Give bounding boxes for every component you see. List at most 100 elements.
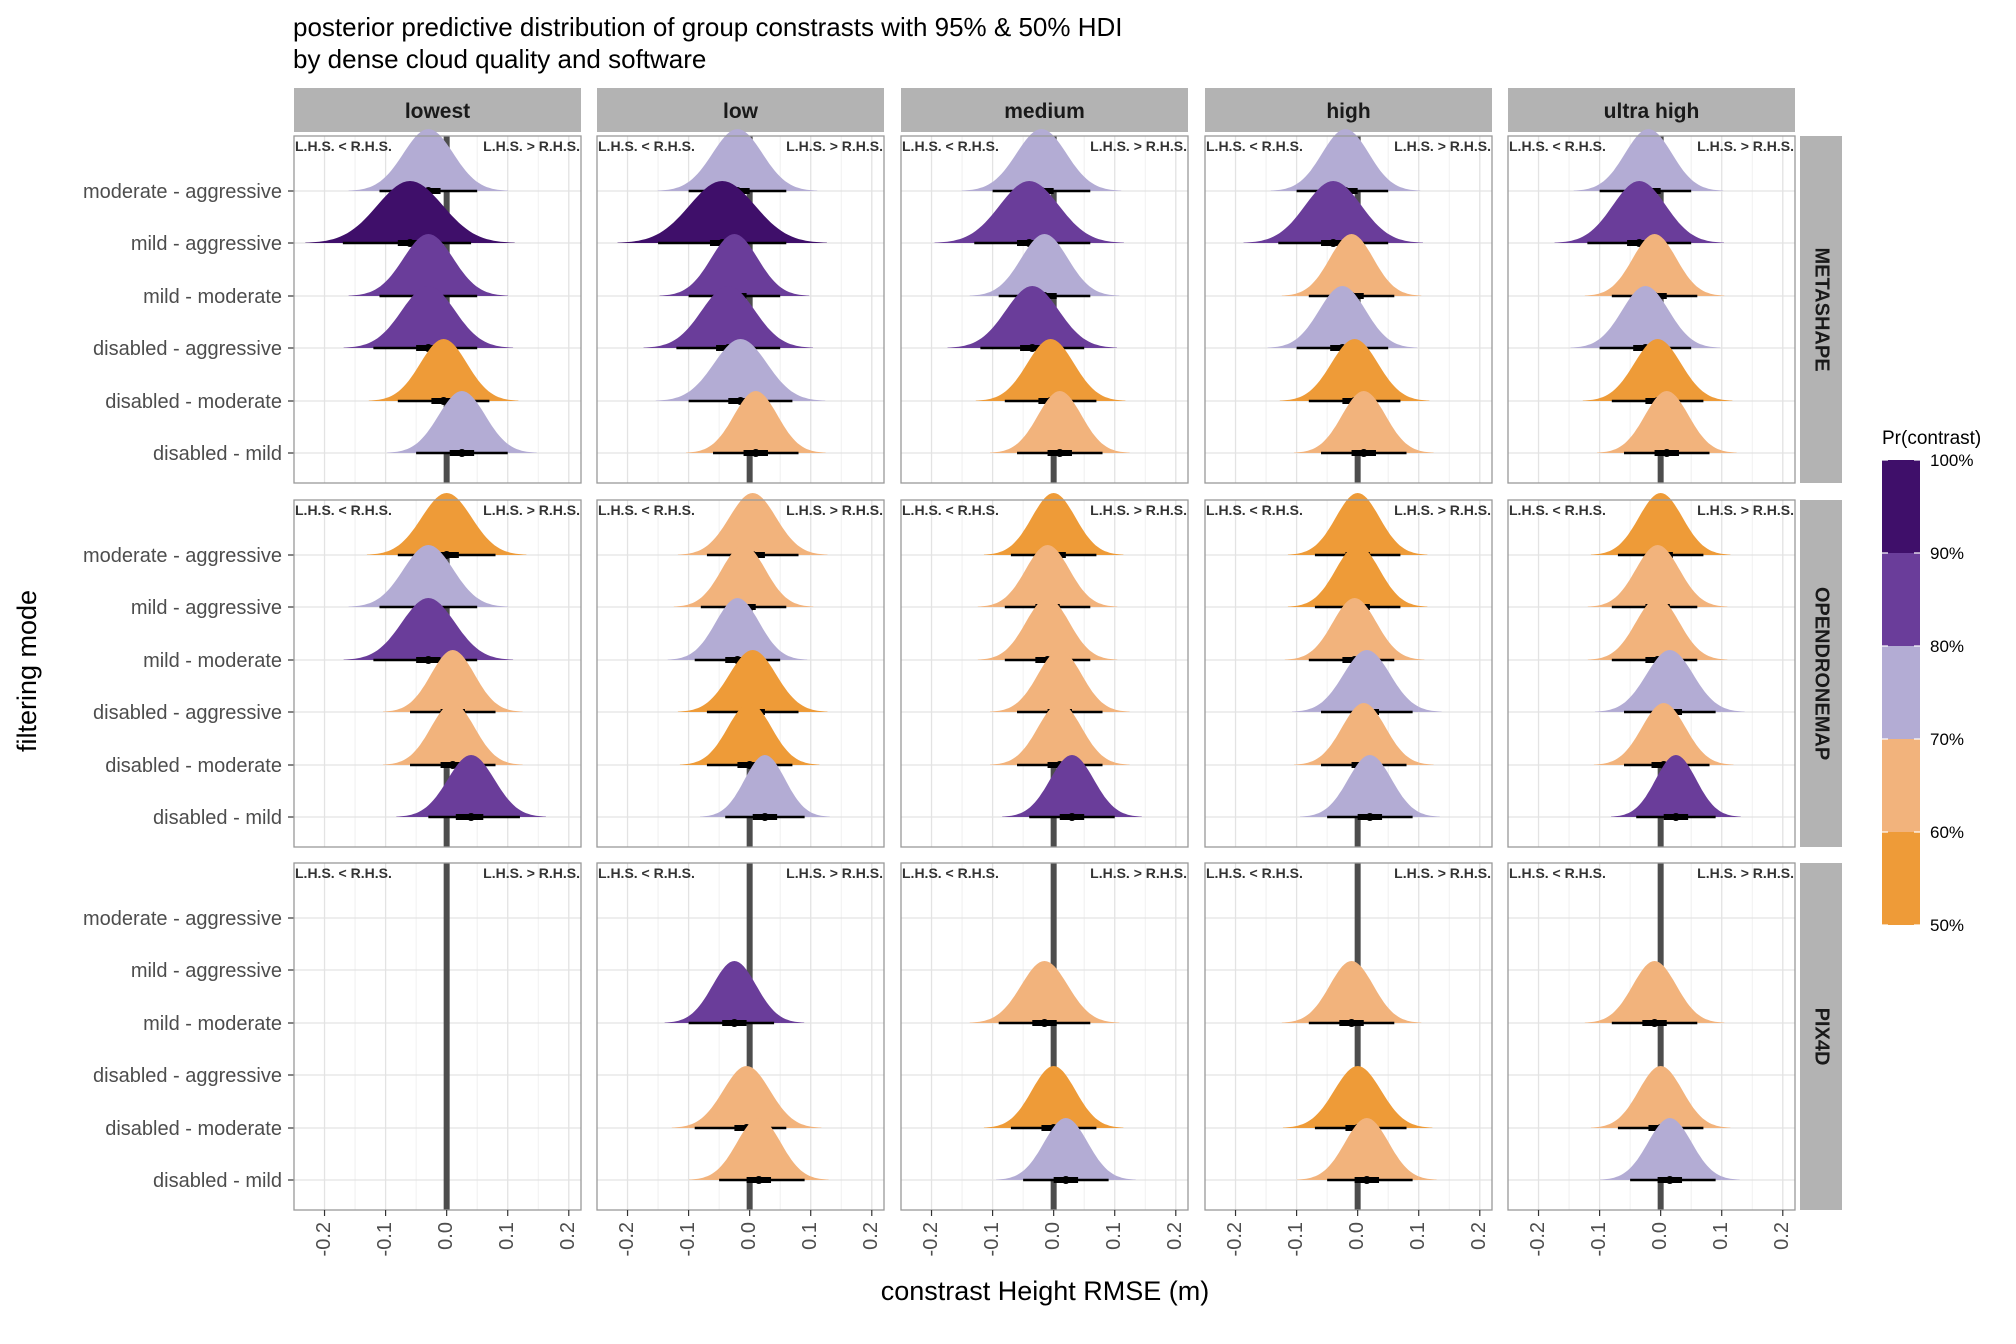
legend-label: 50% [1930, 916, 1964, 935]
density-ridge [343, 598, 514, 660]
col-strip-bg [901, 88, 1188, 132]
density-ridge [1279, 339, 1430, 401]
direction-label-left: L.H.S. < R.H.S. [902, 138, 999, 154]
density-ridge [1287, 493, 1428, 555]
direction-label-right: L.H.S. > R.H.S. [1697, 502, 1794, 518]
median-point [1347, 1019, 1356, 1027]
density-ridge [1281, 234, 1422, 296]
direction-label-right: L.H.S. > R.H.S. [1090, 865, 1187, 881]
density-ridge [969, 961, 1120, 1023]
x-tick-label: -0.1 [1588, 1222, 1610, 1256]
x-tick-label: 0.0 [738, 1222, 760, 1250]
x-tick-label: -0.2 [313, 1222, 335, 1256]
legend-label: 80% [1930, 637, 1964, 656]
x-tick-label: 0.0 [1649, 1222, 1671, 1250]
y-tick-label: disabled - aggressive [93, 1065, 282, 1087]
direction-label-left: L.H.S. < R.H.S. [902, 865, 999, 881]
median-point [1365, 813, 1374, 821]
direction-label-left: L.H.S. < R.H.S. [1509, 865, 1606, 881]
density-ridge [1294, 703, 1434, 765]
direction-label-left: L.H.S. < R.H.S. [598, 138, 695, 154]
col-strip-label: lowest [405, 100, 470, 123]
panel-border [596, 135, 885, 484]
density-ridge [1282, 1066, 1433, 1128]
density-ridge [1590, 493, 1731, 555]
y-tick-label: disabled - mild [153, 443, 282, 465]
col-strip-label: medium [1004, 100, 1085, 123]
x-tick-label: 0.0 [435, 1222, 457, 1250]
col-strip-bg [1508, 88, 1795, 132]
panel-border [596, 499, 885, 848]
x-tick-label: -0.2 [920, 1222, 942, 1256]
density-ridge [348, 234, 509, 296]
density-ridge [1267, 286, 1418, 348]
density-ridge [1590, 1066, 1731, 1128]
x-tick-label: -0.2 [616, 1222, 638, 1256]
direction-label-right: L.H.S. > R.H.S. [786, 502, 883, 518]
panel-border [1204, 135, 1493, 484]
direction-label-left: L.H.S. < R.H.S. [902, 502, 999, 518]
median-point [730, 1019, 739, 1027]
panel-border [900, 135, 1189, 484]
y-tick-label: disabled - mild [153, 807, 282, 829]
direction-label-left: L.H.S. < R.H.S. [598, 865, 695, 881]
median-point [1040, 1019, 1049, 1027]
density-ridge [667, 598, 808, 660]
x-tick-label: -0.2 [1527, 1222, 1549, 1256]
median-point [1362, 1176, 1371, 1184]
panel-border [1204, 499, 1493, 848]
y-tick-label: moderate - aggressive [83, 545, 282, 567]
direction-label-right: L.H.S. > R.H.S. [1090, 502, 1187, 518]
density-ridge [1570, 286, 1721, 348]
panel-bg [294, 863, 581, 1210]
density-ridge [1597, 391, 1737, 453]
density-ridge [977, 545, 1118, 607]
density-ridge [677, 493, 828, 555]
x-tick-label: 0.0 [1346, 1222, 1368, 1250]
col-strip-bg [294, 88, 581, 132]
x-tick-label: -0.1 [677, 1222, 699, 1256]
y-tick-label: mild - aggressive [131, 960, 282, 982]
x-tick-label: 0.1 [1407, 1222, 1429, 1250]
density-ridge [343, 286, 514, 348]
median-point [1028, 344, 1037, 352]
direction-label-right: L.H.S. > R.H.S. [786, 138, 883, 154]
density-ridge [1294, 391, 1434, 453]
median-point [1671, 813, 1680, 821]
median-point [424, 656, 433, 664]
density-ridge [643, 286, 813, 348]
median-point [1055, 449, 1064, 457]
direction-label-left: L.H.S. < R.H.S. [1509, 138, 1606, 154]
y-tick-label: disabled - aggressive [93, 702, 282, 724]
y-tick-label: disabled - moderate [105, 391, 282, 413]
density-ridge [396, 755, 546, 817]
x-tick-label: 0.2 [860, 1222, 882, 1250]
x-tick-label: -0.1 [374, 1222, 396, 1256]
density-ridge [983, 1066, 1124, 1128]
direction-label-right: L.H.S. > R.H.S. [483, 138, 580, 154]
row-strip-label: OPENDRONEMAP [1811, 587, 1833, 760]
density-ridge [387, 391, 537, 453]
legend-swatch [1882, 553, 1920, 646]
direction-label-right: L.H.S. > R.H.S. [483, 865, 580, 881]
y-tick-label: mild - aggressive [131, 233, 282, 255]
direction-label-left: L.H.S. < R.H.S. [1206, 865, 1303, 881]
median-point [467, 813, 476, 821]
chart-subtitle: by dense cloud quality and software [293, 44, 706, 74]
legend: Pr(contrast) 100% 90% 80% 70% 60% 50% [1882, 428, 1981, 935]
density-ridge [655, 339, 826, 401]
density-ridge [1287, 545, 1428, 607]
panel-border [900, 862, 1189, 1211]
density-ridge [996, 1118, 1136, 1180]
panel-border [293, 499, 582, 848]
density-ridge [975, 339, 1126, 401]
row-strip-bg [1800, 863, 1842, 1210]
density-ridge [977, 598, 1118, 660]
direction-label-left: L.H.S. < R.H.S. [1206, 138, 1303, 154]
direction-label-right: L.H.S. > R.H.S. [1394, 502, 1491, 518]
legend-swatch [1882, 832, 1920, 925]
x-tick-label: 0.2 [1771, 1222, 1793, 1250]
y-tick-label: mild - aggressive [131, 597, 282, 619]
x-axis-title: constrast Height RMSE (m) [881, 1276, 1210, 1306]
median-point [1359, 449, 1368, 457]
